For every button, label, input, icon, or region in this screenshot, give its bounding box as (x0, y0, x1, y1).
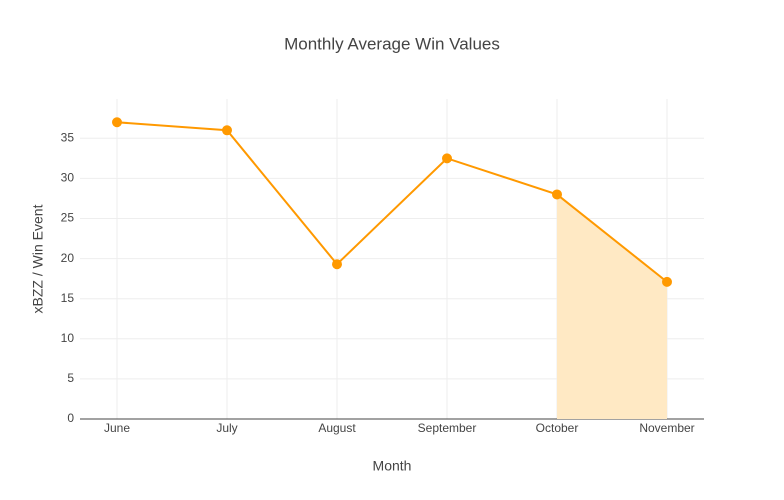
x-tick-label: July (216, 421, 237, 435)
x-tick-label: September (418, 421, 477, 435)
y-tick-label: 20 (61, 251, 75, 265)
y-tick-label: 25 (61, 211, 75, 225)
x-tick-label: October (536, 421, 579, 435)
chart-title: Monthly Average Win Values (284, 34, 500, 53)
line (116, 121, 668, 283)
y-tick-label: 30 (61, 171, 75, 185)
y-axis-title: xBZZ / Win Event (30, 204, 46, 313)
x-tick-label: November (639, 421, 694, 435)
y-tick-label: 10 (61, 331, 75, 345)
marker (112, 117, 122, 128)
marker (332, 259, 342, 270)
x-tick-label: June (104, 421, 130, 435)
y-tick-label: 35 (61, 130, 75, 144)
y-tick-label: 0 (67, 411, 74, 425)
marker (552, 189, 562, 200)
marker (662, 276, 672, 287)
x-axis-title: Month (373, 458, 412, 474)
y-tick-label: 15 (61, 291, 75, 305)
shaded-area (557, 194, 667, 419)
marker (222, 125, 232, 136)
y-tick-label: 5 (67, 371, 74, 385)
marker (442, 153, 452, 164)
x-tick-label: August (318, 421, 356, 435)
